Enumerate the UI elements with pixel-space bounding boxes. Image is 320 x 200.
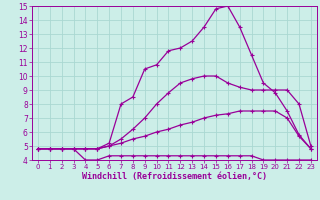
X-axis label: Windchill (Refroidissement éolien,°C): Windchill (Refroidissement éolien,°C) — [82, 172, 267, 181]
